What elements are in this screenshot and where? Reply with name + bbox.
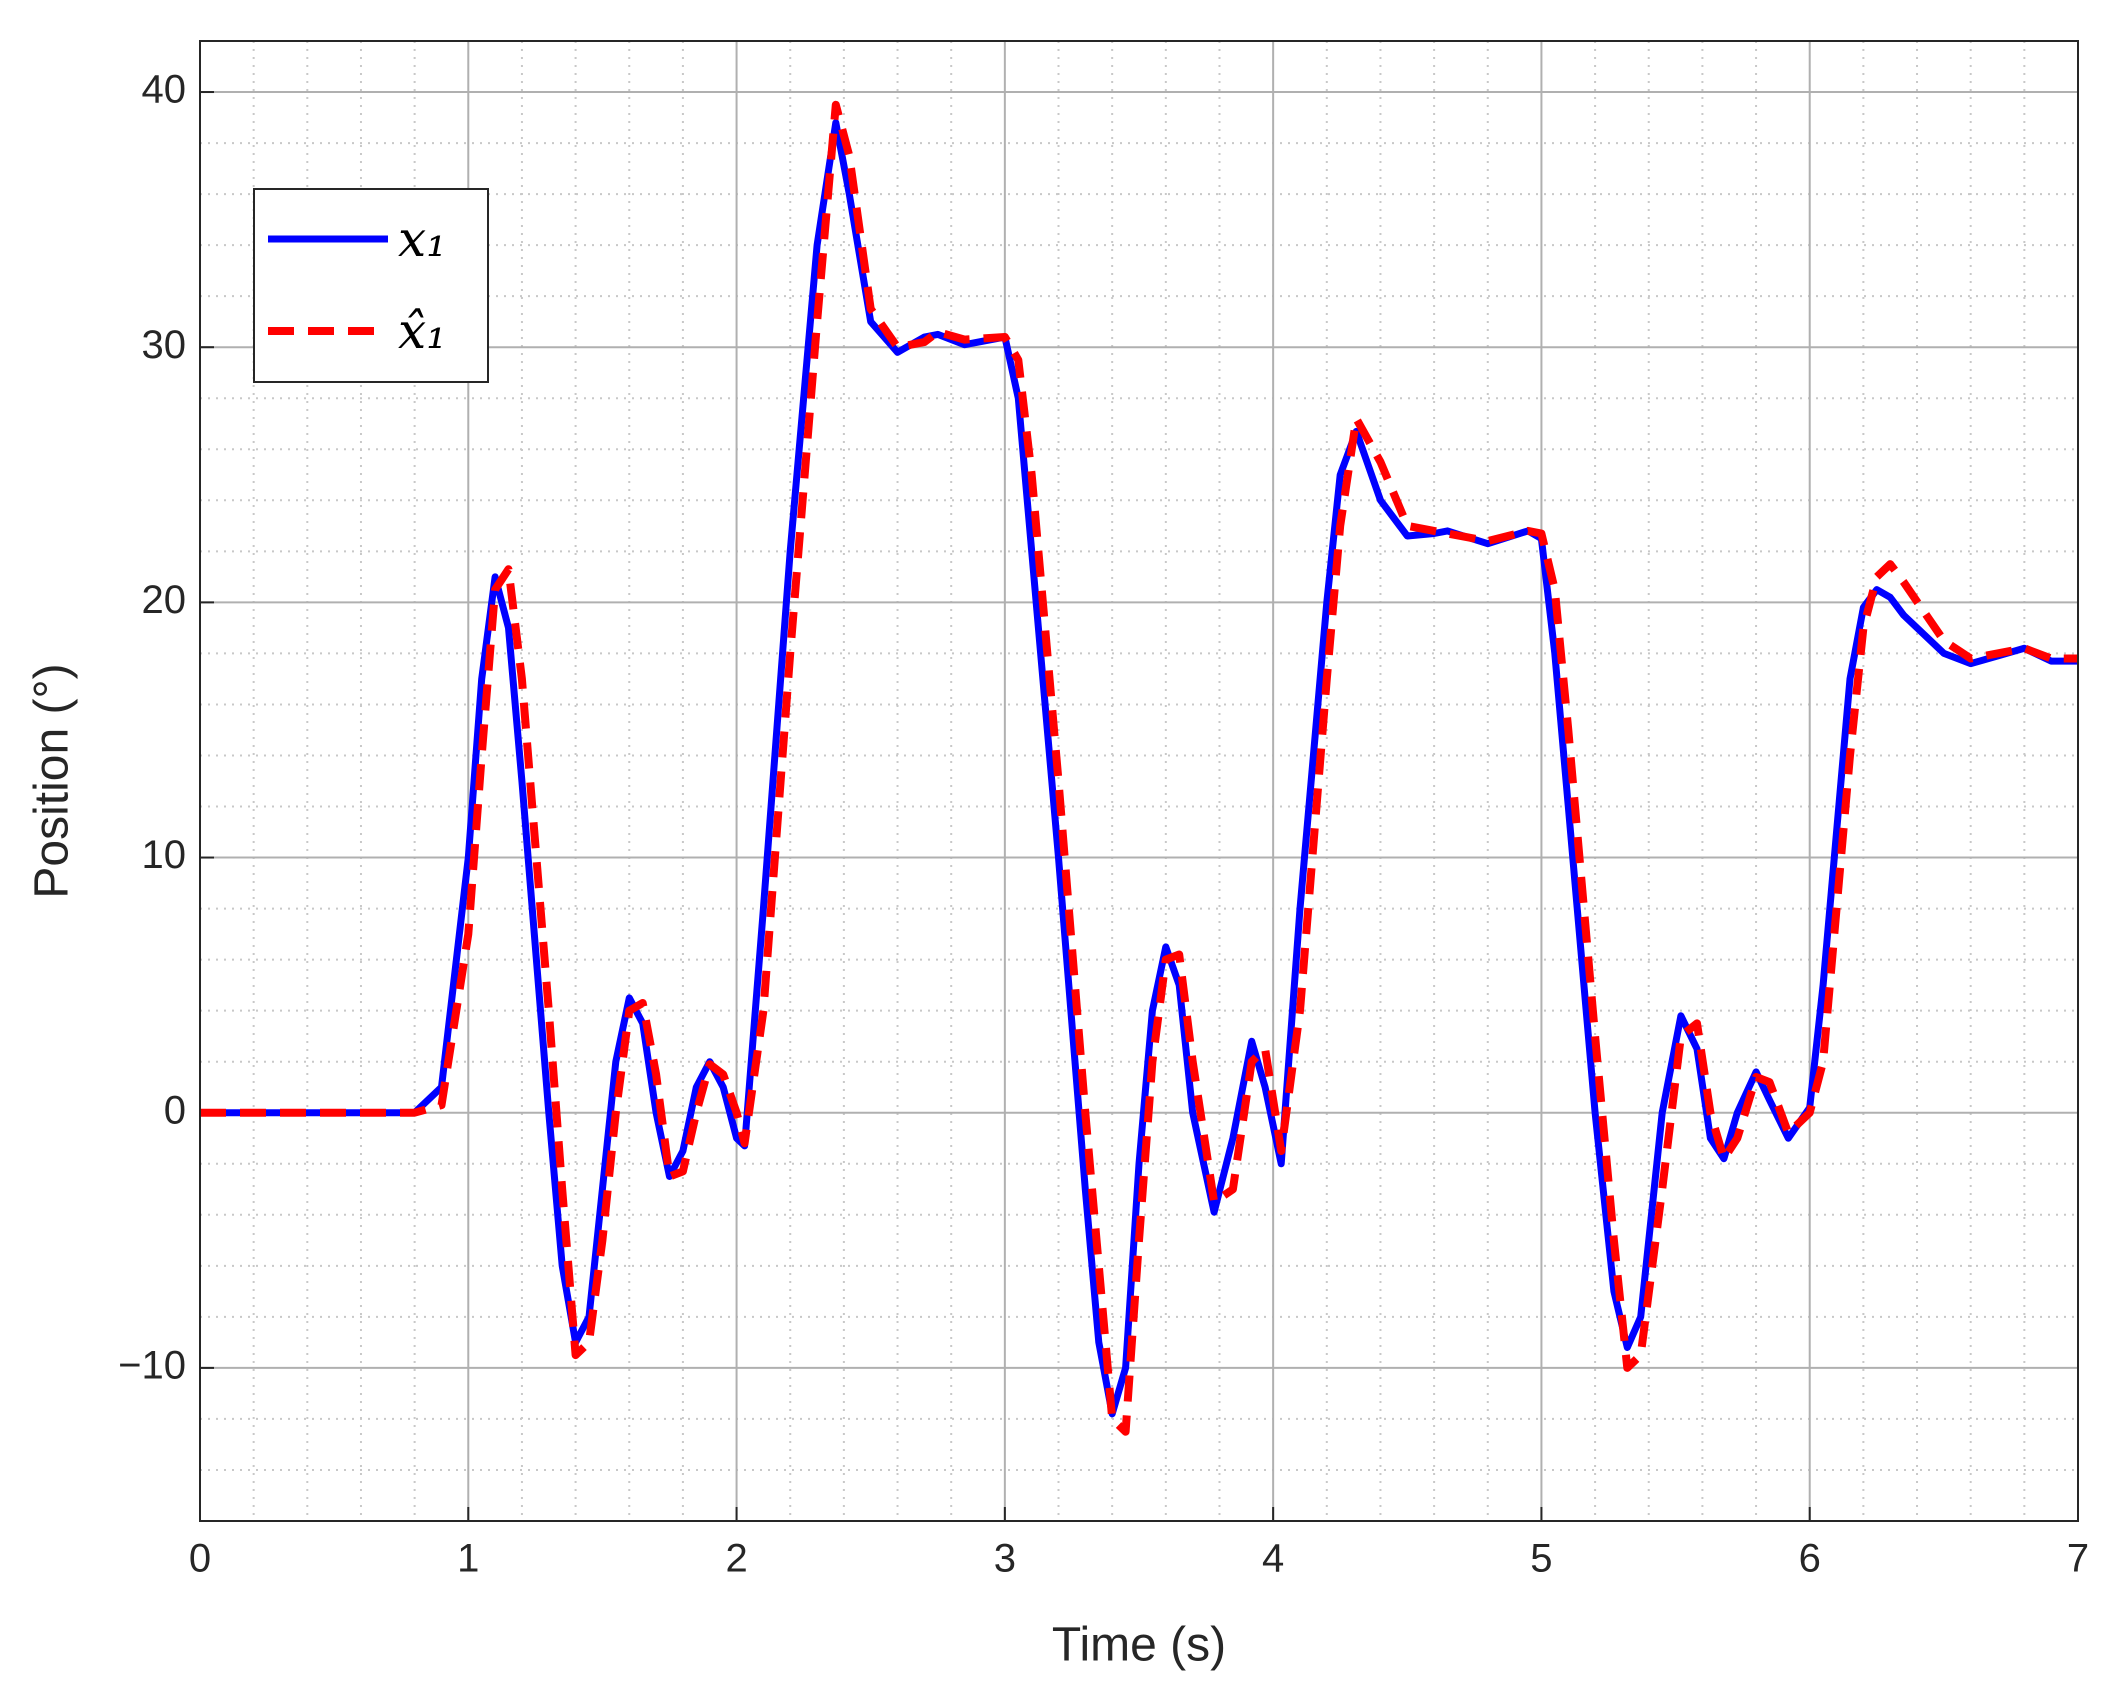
x-tick-label: 5 xyxy=(1530,1537,1552,1581)
legend: x₁ x̂₁ xyxy=(253,188,489,383)
x-tick-label: 0 xyxy=(189,1537,211,1581)
y-tick-label: 40 xyxy=(142,68,187,112)
legend-label: x₁ xyxy=(398,210,446,268)
y-tick-label: 10 xyxy=(142,833,187,877)
legend-box xyxy=(253,188,489,383)
y-tick-label: −10 xyxy=(118,1343,186,1387)
x-tick-label: 6 xyxy=(1799,1537,1821,1581)
y-tick-label: 30 xyxy=(142,323,187,367)
x-tick-label: 4 xyxy=(1262,1537,1284,1581)
y-tick-label: 0 xyxy=(164,1088,186,1132)
x-tick-label: 7 xyxy=(2067,1537,2089,1581)
series-line xyxy=(200,100,2078,1436)
axes-box xyxy=(199,40,2079,1522)
x-tick-label: 1 xyxy=(457,1537,479,1581)
x-axis-label: Time (s) xyxy=(1052,1619,1226,1672)
legend-label: x̂₁ xyxy=(398,302,446,360)
y-tick-label: 20 xyxy=(142,578,187,622)
x-tick-label: 2 xyxy=(725,1537,747,1581)
x-tick-label: 3 xyxy=(994,1537,1016,1581)
y-axis-label: Position (°) xyxy=(26,663,79,898)
